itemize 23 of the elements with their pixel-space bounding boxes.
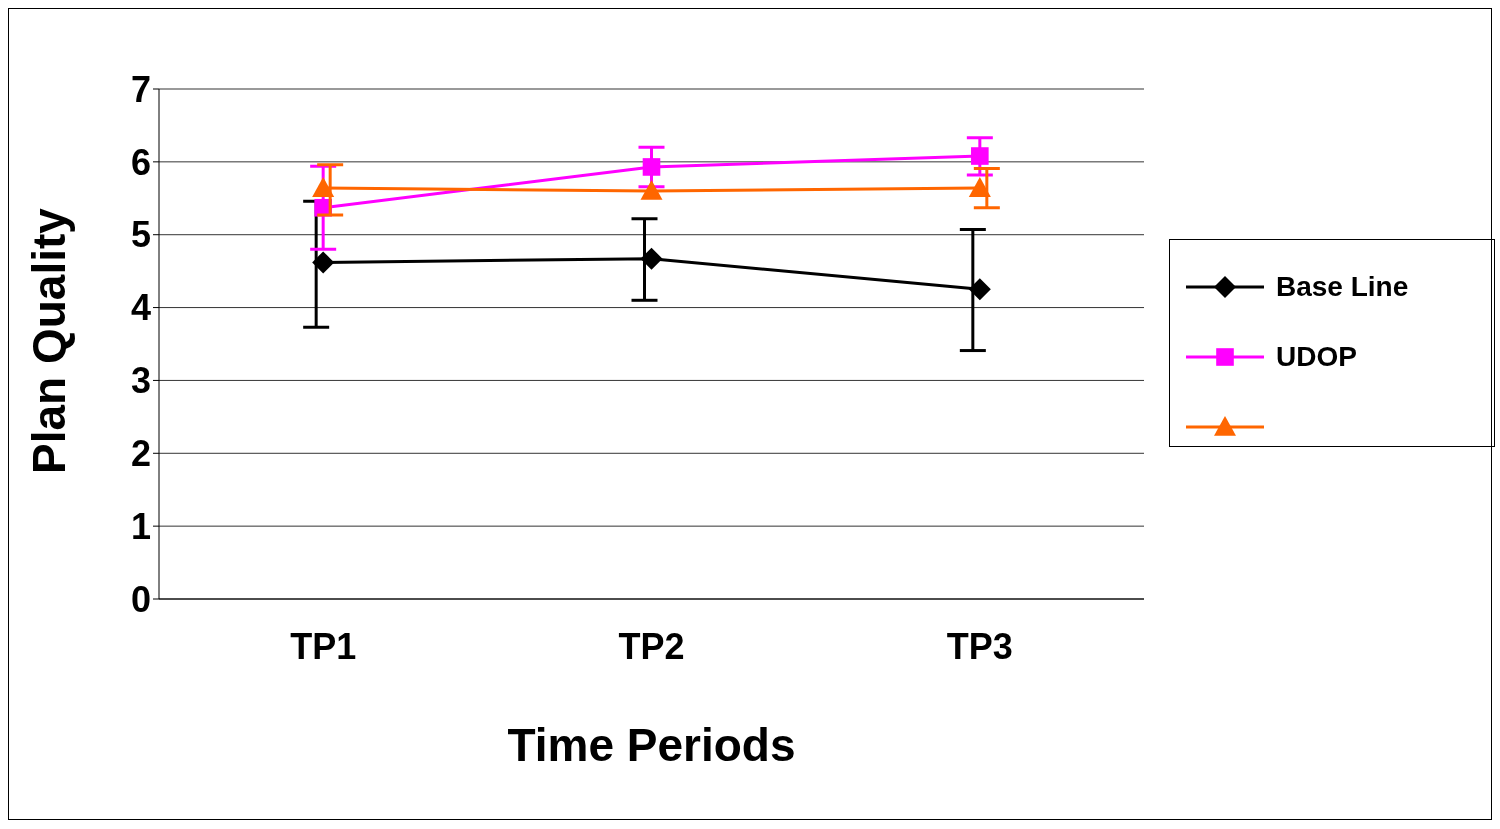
point — [971, 147, 989, 165]
point — [968, 177, 991, 197]
y-axis-title: Plan Quality — [23, 207, 76, 474]
x-tick-label: TP1 — [290, 625, 357, 667]
point — [642, 158, 661, 176]
y-tick-label: 5 — [130, 214, 151, 256]
point — [312, 251, 335, 274]
x-tick-label: TP2 — [618, 625, 685, 667]
y-tick-label: 0 — [130, 578, 151, 620]
x-axis-title: Time Periods — [507, 719, 796, 771]
point — [640, 247, 663, 270]
point — [312, 177, 335, 197]
legend-label: UDOP — [1276, 341, 1357, 373]
x-tick-label: TP3 — [946, 625, 1013, 667]
y-tick-label: 6 — [130, 141, 151, 183]
legend-label: Base Line — [1276, 271, 1409, 303]
y-tick-label: 1 — [130, 505, 151, 547]
y-tick-label: 2 — [130, 433, 151, 475]
point — [640, 180, 663, 200]
y-tick-label: 7 — [130, 68, 151, 110]
y-tick-label: 3 — [130, 360, 151, 402]
point — [968, 278, 991, 301]
y-tick-label: 4 — [130, 287, 151, 329]
